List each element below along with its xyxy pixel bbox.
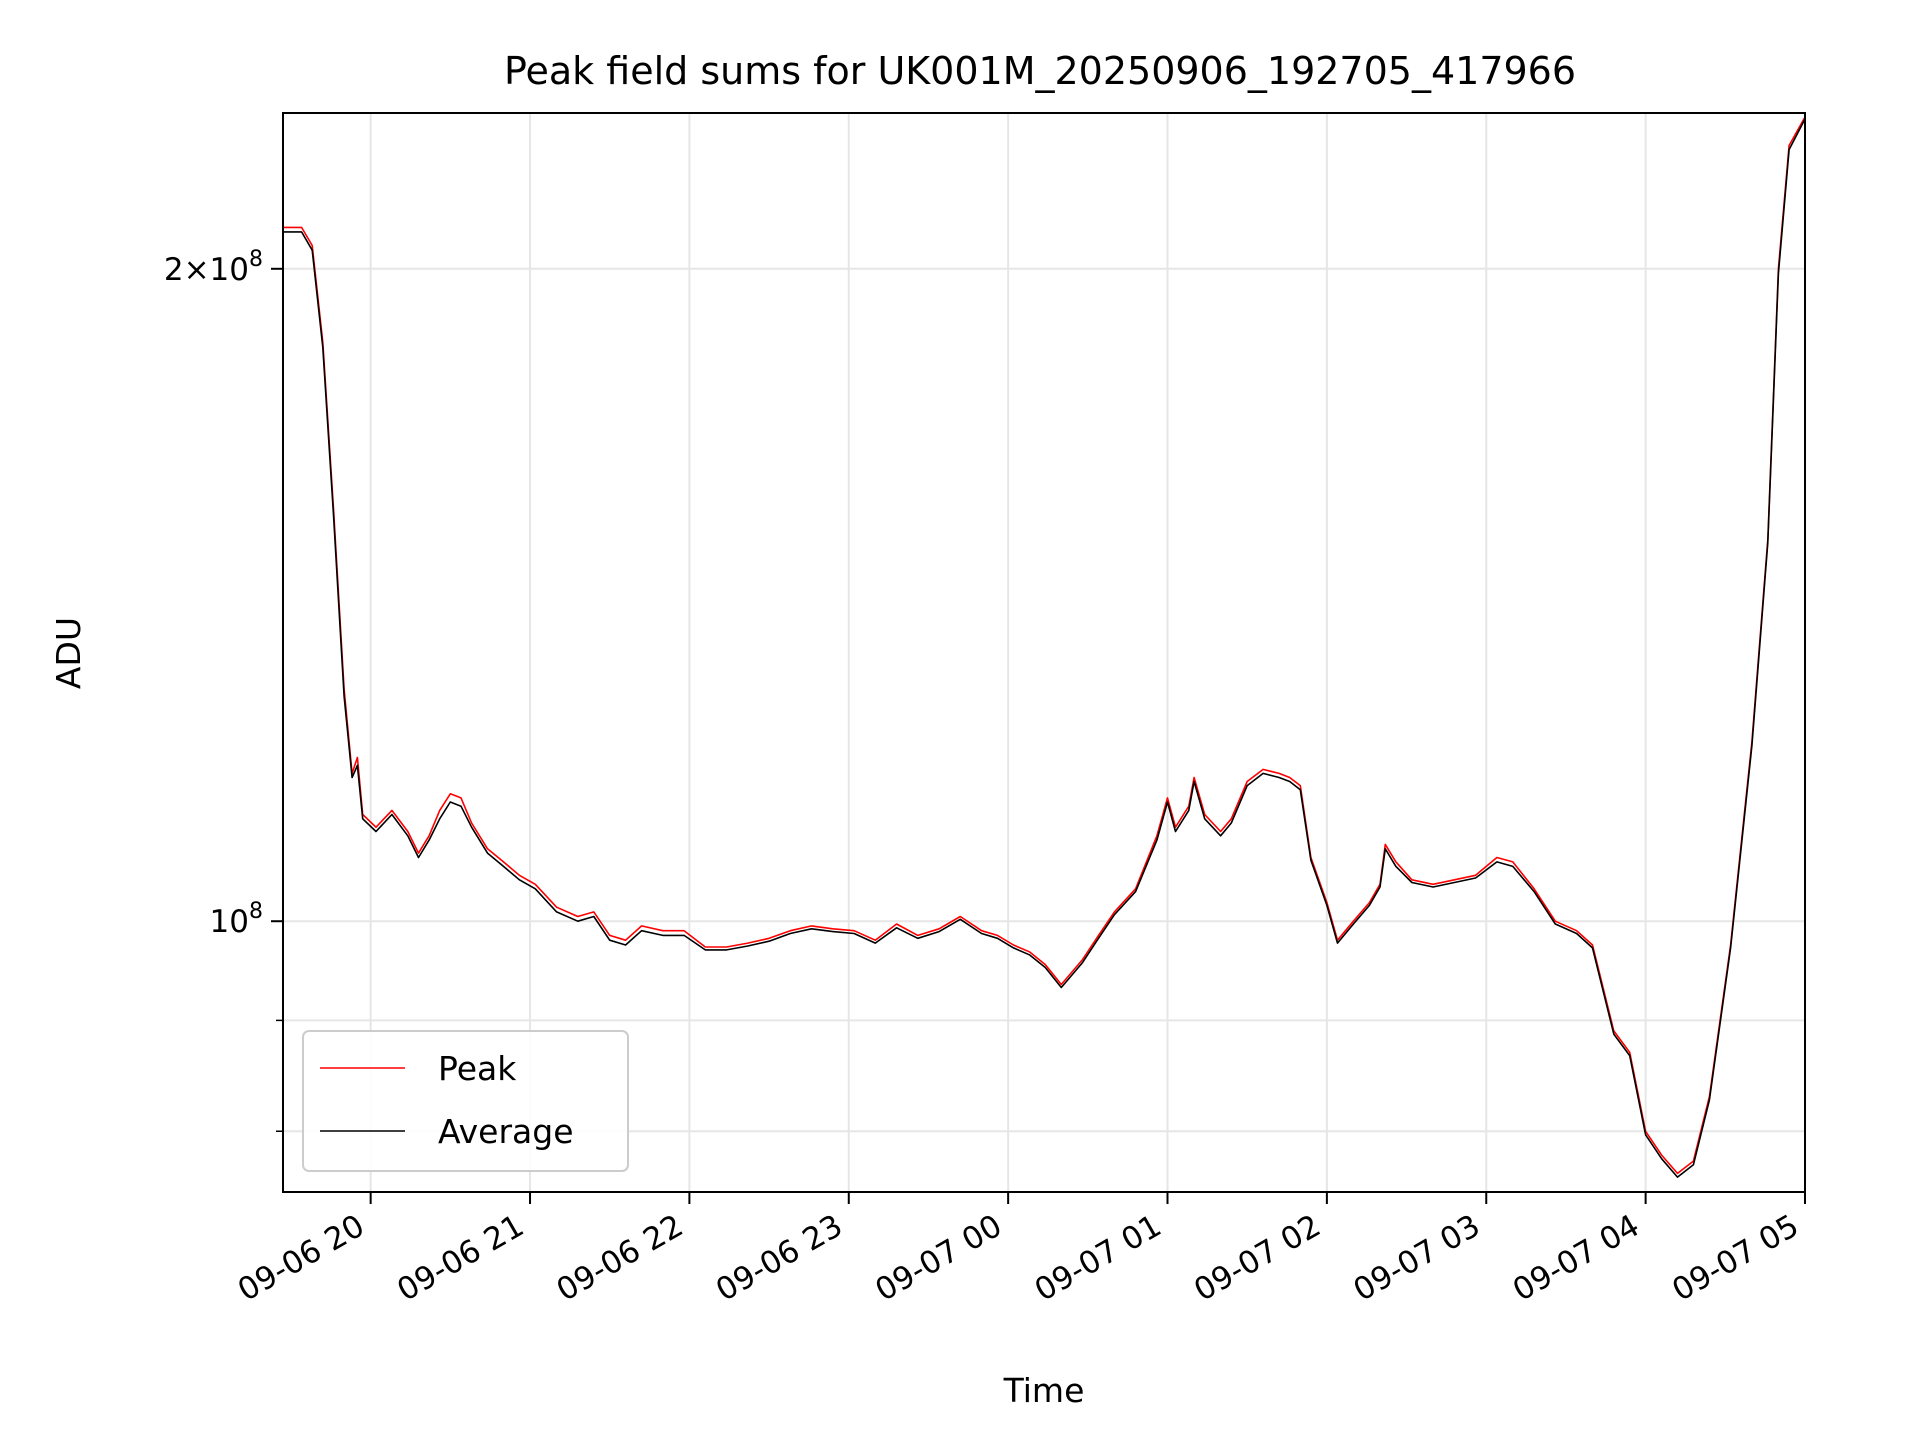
x-axis-label: Time <box>1003 1371 1085 1410</box>
legend-box <box>302 1030 629 1172</box>
plot-frame <box>282 112 1806 1193</box>
series-line-average <box>283 118 1806 1178</box>
y-tick-label: 108 <box>210 899 263 940</box>
series-line-peak <box>283 116 1806 1175</box>
legend: Peak Average <box>302 1030 629 1172</box>
chart-title: Peak field sums for UK001M_20250906_1927… <box>504 49 1576 93</box>
series-lines <box>283 116 1806 1178</box>
legend-average-label: Average <box>438 1112 574 1151</box>
y-axis-label: ADU <box>49 617 88 689</box>
y-axis-ticks: 108 2×108 <box>164 247 283 1133</box>
legend-peak-label: Peak <box>438 1049 517 1088</box>
y-tick-label: 2×108 <box>164 247 263 288</box>
